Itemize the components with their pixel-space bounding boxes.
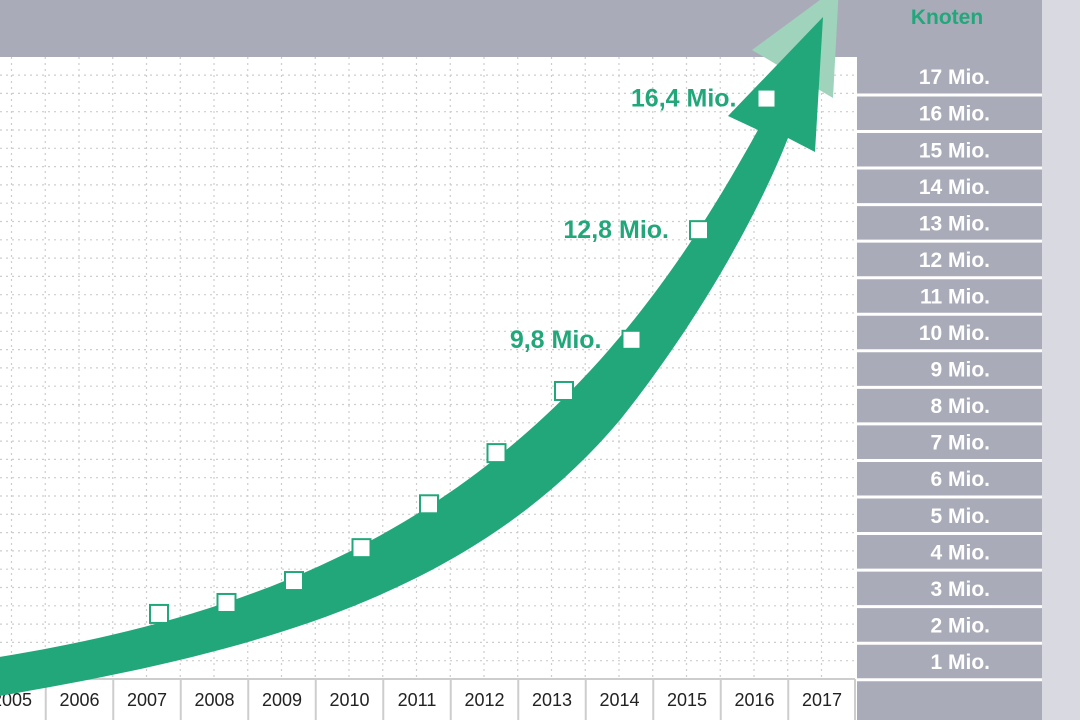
- x-tick-label: 2010: [329, 690, 369, 710]
- data-label: 12,8 Mio.: [563, 216, 669, 244]
- data-point-marker: [554, 380, 574, 401]
- x-tick-label: 2006: [59, 690, 99, 710]
- x-tick-label: 2016: [734, 690, 774, 710]
- series-markers: [149, 88, 777, 624]
- y-tick-label: 4 Mio.: [930, 541, 990, 564]
- data-point-marker: [351, 538, 372, 559]
- y-tick-label: 13 Mio.: [919, 212, 990, 235]
- data-point-marker: [284, 571, 304, 592]
- y-tick-label: 7 Mio.: [930, 432, 990, 455]
- y-tick-label: 16 Mio.: [919, 103, 990, 126]
- x-tick-label: 2017: [802, 690, 842, 710]
- x-tick-label: 2005: [0, 690, 32, 710]
- y-tick-label: 1 Mio.: [930, 651, 990, 674]
- data-label: 16,4 Mio.: [631, 85, 737, 113]
- data-point-marker: [419, 494, 439, 515]
- y-tick-label: 14 Mio.: [919, 176, 990, 199]
- side-strip: [1042, 0, 1080, 720]
- data-point-marker: [621, 329, 642, 350]
- x-tick-label: 2014: [599, 690, 639, 710]
- y-tick-label: 2 Mio.: [930, 614, 990, 637]
- y-tick-label: 9 Mio.: [930, 359, 990, 382]
- data-point-marker: [689, 220, 709, 241]
- y-tick-label: 8 Mio.: [930, 395, 990, 418]
- data-point-marker: [149, 603, 169, 624]
- y-tick-label: 12 Mio.: [919, 249, 990, 272]
- y-tick-label: 17 Mio.: [919, 66, 990, 89]
- y-tick-label: 10 Mio.: [919, 322, 990, 345]
- x-tick-label: 2007: [127, 690, 167, 710]
- x-tick-label: 2015: [667, 690, 707, 710]
- top-band: [0, 0, 1042, 57]
- x-axis-band: [0, 679, 855, 720]
- x-tick-label: 2011: [398, 690, 437, 710]
- y-tick-label: 11 Mio.: [920, 285, 990, 308]
- data-point-marker: [486, 443, 507, 464]
- y-tick-label: 15 Mio.: [919, 139, 990, 162]
- growth-arrow: [0, 17, 823, 696]
- x-tick-label: 2012: [464, 690, 504, 710]
- y-tick-label: 3 Mio.: [930, 578, 990, 601]
- data-label: 9,8 Mio.: [510, 326, 602, 354]
- y-tick-label: 6 Mio.: [930, 468, 990, 491]
- data-point-marker: [756, 88, 777, 109]
- x-tick-label: 2013: [532, 690, 572, 710]
- data-point-marker: [216, 592, 237, 613]
- axis-title: Knoten: [911, 6, 983, 29]
- x-tick-label: 2008: [194, 690, 234, 710]
- x-tick-label: 2009: [262, 690, 302, 710]
- y-tick-label: 5 Mio.: [930, 505, 990, 528]
